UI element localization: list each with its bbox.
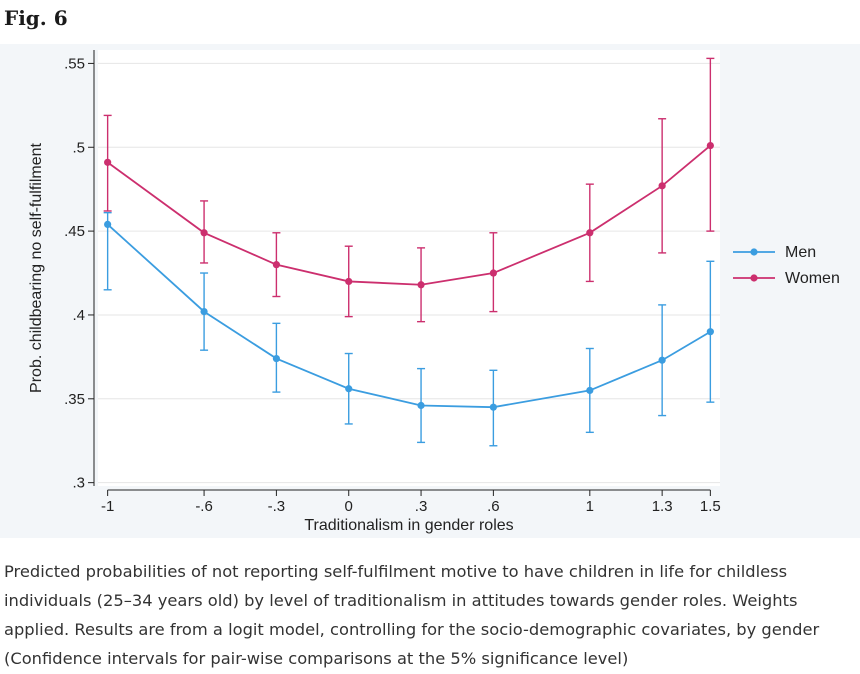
axes: .3 .35 .4 .45 .5 .55 -1 -.6 -.3 0 .3 .6 1 1.3 1.5 xyxy=(64,50,721,515)
data-point xyxy=(658,356,666,364)
x-tick-label: .3 xyxy=(415,498,428,515)
data-point xyxy=(706,328,714,336)
legend-label: Women xyxy=(785,270,840,287)
data-point xyxy=(586,386,594,395)
y-tick-label: .45 xyxy=(64,223,85,240)
data-point xyxy=(272,261,281,269)
line-chart: .3 .35 .4 .45 .5 .55 -1 -.6 -.3 0 .3 .6 1 1.3 1.5 Trad… xyxy=(0,44,860,538)
y-tick-label: .5 xyxy=(72,139,85,156)
x-tick-label: .6 xyxy=(487,498,500,515)
y-tick-label: .35 xyxy=(64,391,85,408)
data-point xyxy=(200,308,208,316)
x-tick-label: 1 xyxy=(586,498,594,515)
data-point xyxy=(200,229,208,237)
y-axis-label: Prob. childbearing no self-fulfilment xyxy=(28,142,45,392)
legend-item-women: Women xyxy=(733,270,840,287)
series-women xyxy=(103,57,715,323)
y-tick-label: .3 xyxy=(72,475,85,492)
legend-item-men: Men xyxy=(733,244,816,261)
x-tick-label: -.6 xyxy=(195,498,213,515)
y-tick-label: .4 xyxy=(72,307,85,324)
figure-caption: Predicted probabilities of not reporting… xyxy=(4,562,820,668)
data-point xyxy=(489,403,497,411)
series-men xyxy=(103,211,715,447)
data-point xyxy=(104,158,112,166)
legend-marker xyxy=(750,274,758,282)
data-point xyxy=(345,277,353,286)
data-point xyxy=(272,354,281,363)
chart-panel: .3 .35 .4 .45 .5 .55 -1 -.6 -.3 0 .3 .6 1 1.3 1.5 Trad… xyxy=(0,44,860,538)
data-point xyxy=(489,269,497,277)
x-axis-label: Traditionalism in gender roles xyxy=(304,517,513,534)
x-tick-label: 1.3 xyxy=(652,498,673,515)
series xyxy=(103,57,715,447)
data-point xyxy=(586,229,594,237)
data-point xyxy=(345,385,353,393)
x-tick-label: 0 xyxy=(345,498,353,515)
legend-marker xyxy=(750,248,758,256)
plot-area xyxy=(98,50,720,486)
legend-label: Men xyxy=(785,244,816,261)
x-tick-label: -.3 xyxy=(268,498,286,515)
x-tick-label: 1.5 xyxy=(700,498,721,515)
y-tick-label: .55 xyxy=(64,55,85,72)
data-point xyxy=(658,182,666,190)
figure-label: Fig. 6 xyxy=(4,6,68,30)
data-point xyxy=(417,401,425,410)
data-point xyxy=(104,220,112,228)
x-tick-label: -1 xyxy=(101,498,114,515)
data-point xyxy=(417,281,425,289)
data-point xyxy=(706,141,714,150)
legend: Men Women xyxy=(733,244,840,287)
